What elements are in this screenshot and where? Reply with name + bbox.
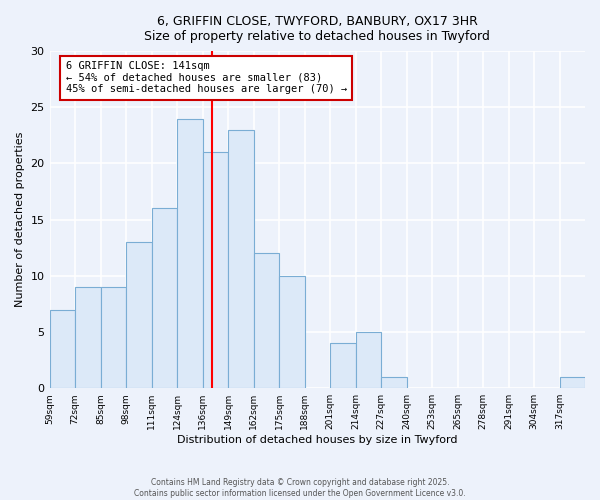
- Bar: [203, 152, 228, 388]
- Bar: [330, 344, 356, 388]
- Bar: [279, 276, 305, 388]
- Y-axis label: Number of detached properties: Number of detached properties: [15, 132, 25, 308]
- X-axis label: Distribution of detached houses by size in Twyford: Distribution of detached houses by size …: [177, 435, 458, 445]
- Bar: [177, 118, 203, 388]
- Bar: [75, 287, 101, 388]
- Bar: [381, 377, 407, 388]
- Bar: [254, 254, 279, 388]
- Text: Contains HM Land Registry data © Crown copyright and database right 2025.
Contai: Contains HM Land Registry data © Crown c…: [134, 478, 466, 498]
- Bar: [101, 287, 126, 388]
- Title: 6, GRIFFIN CLOSE, TWYFORD, BANBURY, OX17 3HR
Size of property relative to detach: 6, GRIFFIN CLOSE, TWYFORD, BANBURY, OX17…: [145, 15, 490, 43]
- Text: 6 GRIFFIN CLOSE: 141sqm
← 54% of detached houses are smaller (83)
45% of semi-de: 6 GRIFFIN CLOSE: 141sqm ← 54% of detache…: [65, 61, 347, 94]
- Bar: [152, 208, 177, 388]
- Bar: [228, 130, 254, 388]
- Bar: [356, 332, 381, 388]
- Bar: [50, 310, 75, 388]
- Bar: [560, 377, 585, 388]
- Bar: [126, 242, 152, 388]
